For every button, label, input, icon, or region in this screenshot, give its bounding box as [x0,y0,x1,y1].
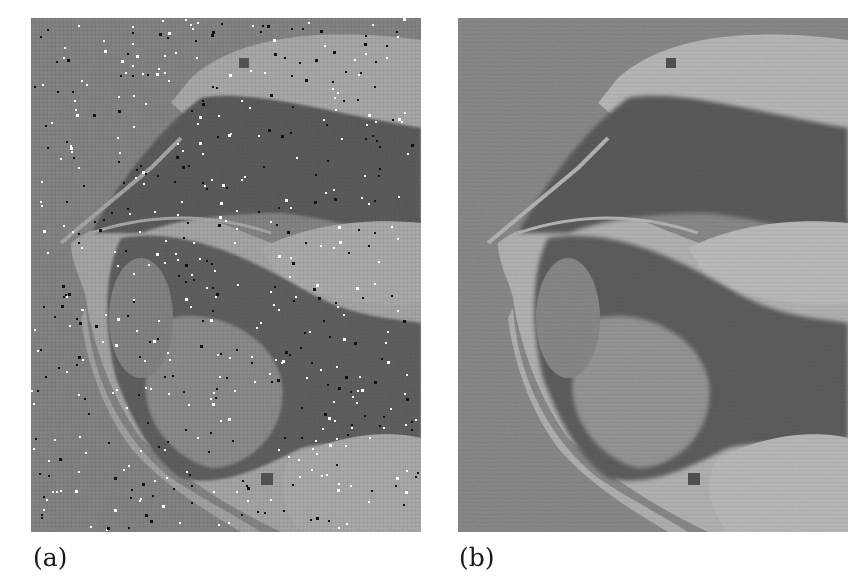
grayscale-image-noisy [31,18,421,532]
salt-pepper-noise [31,18,419,531]
image-panel-b [458,18,848,532]
scene-b [458,18,848,532]
image-panel-a [31,18,421,532]
scene-a [31,18,421,532]
caption-b: (b) [459,543,495,572]
caption-a: (a) [33,543,68,572]
grayscale-image-filtered [458,18,848,532]
